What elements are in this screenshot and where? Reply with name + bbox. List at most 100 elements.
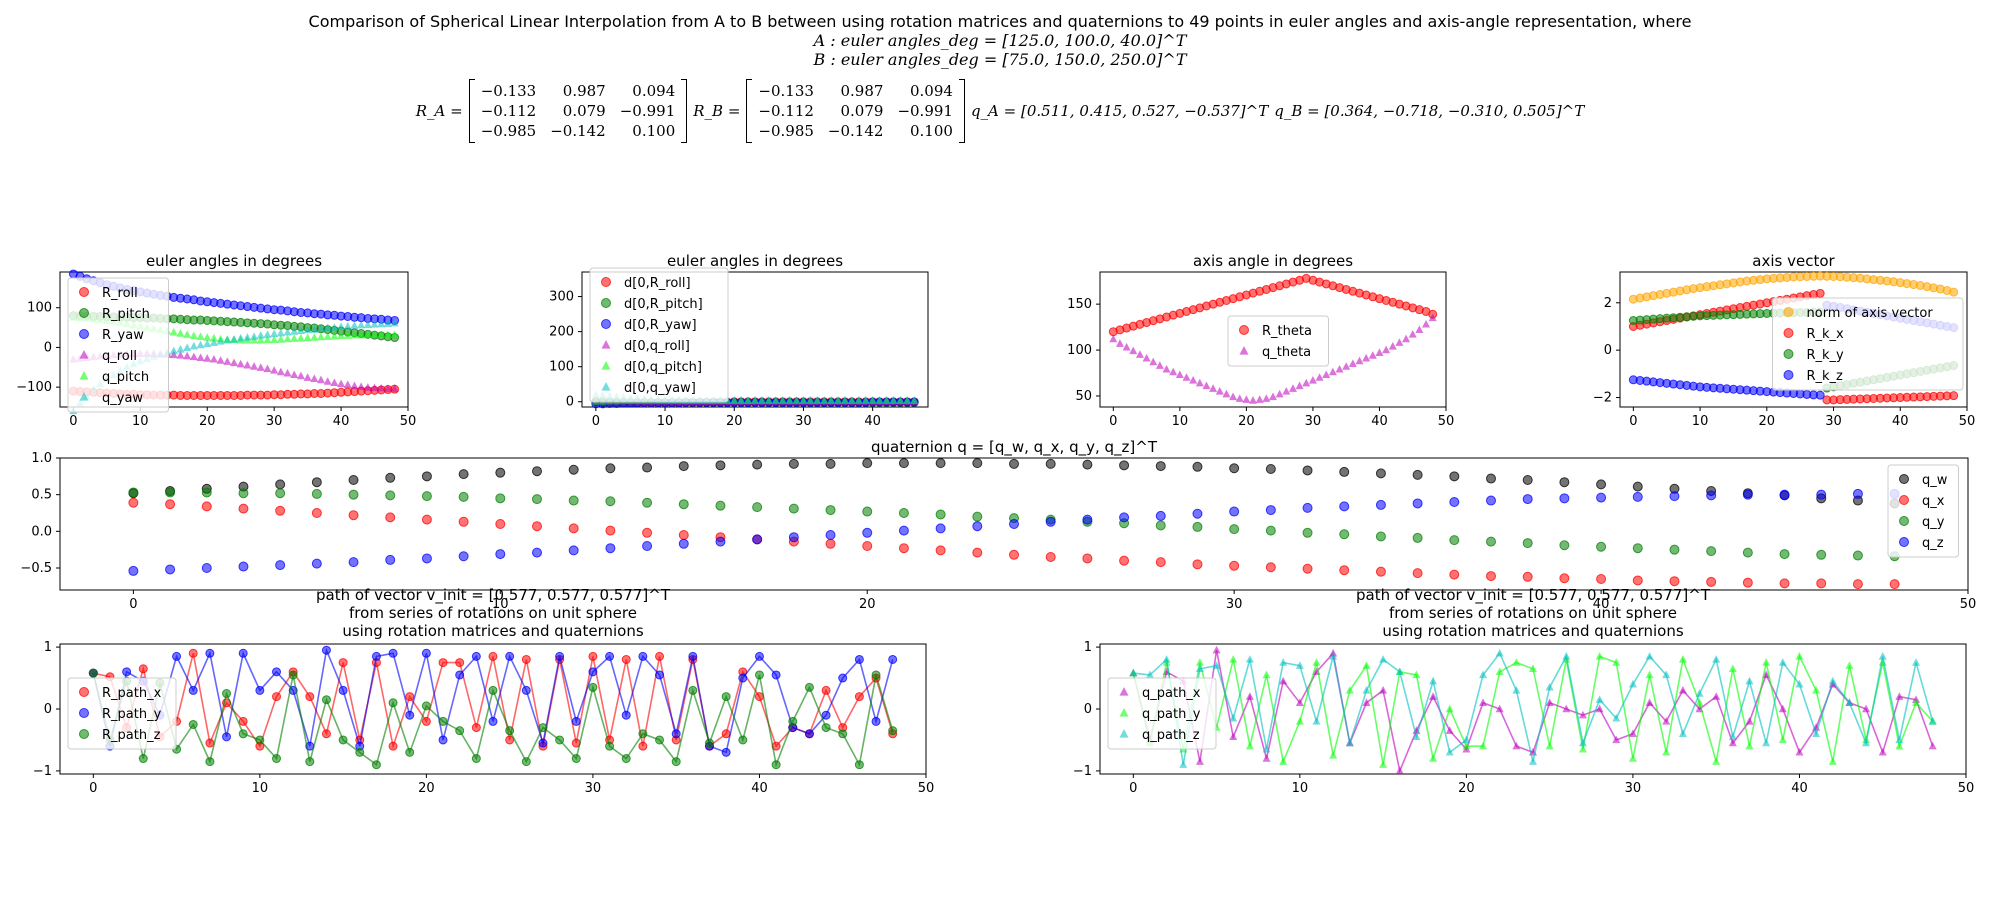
data-point bbox=[935, 458, 946, 469]
matrix-cell: −0.142 bbox=[550, 122, 606, 140]
data-point bbox=[882, 396, 891, 404]
data-point bbox=[1596, 574, 1607, 584]
data-point bbox=[1195, 658, 1204, 666]
chart-title: using rotation matrices and quaternions bbox=[1382, 622, 1684, 640]
data-point bbox=[1402, 334, 1411, 343]
data-point bbox=[1212, 645, 1221, 654]
x-tick-label: 0 bbox=[69, 414, 77, 429]
data-point bbox=[1269, 392, 1277, 401]
legend-marker bbox=[601, 361, 611, 370]
x-tick-label: 50 bbox=[1438, 414, 1455, 429]
y-tick-label: 0 bbox=[44, 702, 52, 717]
data-point bbox=[1245, 741, 1254, 750]
data-point bbox=[1422, 319, 1431, 328]
data-point bbox=[305, 692, 315, 702]
data-point bbox=[363, 320, 372, 329]
data-point bbox=[1265, 464, 1276, 474]
data-point bbox=[363, 383, 372, 391]
data-point bbox=[605, 543, 616, 554]
data-point bbox=[1202, 381, 1211, 390]
y-tick-label: −0.5 bbox=[20, 561, 52, 576]
data-point bbox=[752, 502, 763, 513]
data-point bbox=[388, 741, 398, 751]
data-point bbox=[1262, 744, 1271, 753]
data-point bbox=[1745, 741, 1754, 750]
data-point bbox=[715, 460, 726, 471]
data-point bbox=[455, 726, 465, 736]
legend-box bbox=[67, 277, 169, 413]
data-point bbox=[896, 396, 905, 404]
data-point bbox=[788, 716, 798, 726]
y-tick-label: 1.0 bbox=[31, 451, 52, 466]
x-tick-label: 40 bbox=[333, 414, 350, 429]
data-point bbox=[455, 670, 465, 680]
data-point bbox=[820, 396, 829, 404]
data-point bbox=[317, 375, 325, 384]
data-point bbox=[821, 685, 831, 695]
data-point bbox=[715, 536, 726, 547]
data-point bbox=[505, 735, 515, 745]
x-tick-label: 20 bbox=[418, 781, 435, 796]
data-point bbox=[1262, 394, 1271, 402]
data-point bbox=[216, 356, 225, 364]
data-point bbox=[1339, 529, 1350, 540]
data-point bbox=[655, 670, 665, 680]
data-point bbox=[792, 396, 801, 404]
data-point bbox=[203, 354, 212, 362]
data-point bbox=[189, 352, 198, 361]
data-point bbox=[1778, 658, 1787, 666]
data-point bbox=[488, 685, 498, 695]
data-point bbox=[751, 396, 759, 404]
data-point bbox=[321, 729, 331, 739]
data-point bbox=[862, 541, 873, 551]
data-point bbox=[458, 491, 469, 502]
data-point bbox=[255, 735, 265, 745]
euler-a-line: A : euler angles_deg = [125.0, 100.0, 40… bbox=[813, 31, 1187, 50]
data-point bbox=[1529, 757, 1537, 765]
x-tick-label: 0 bbox=[1129, 781, 1137, 796]
data-point bbox=[385, 490, 396, 501]
data-point bbox=[458, 551, 469, 562]
data-point bbox=[568, 545, 579, 556]
data-point bbox=[1155, 510, 1166, 521]
chart-c1: 0 10 20 30 40 50 −100 0 100 euler angles in degre… bbox=[16, 252, 416, 429]
data-point bbox=[1522, 475, 1533, 485]
data-point bbox=[205, 738, 215, 748]
data-point bbox=[1812, 686, 1821, 694]
data-point bbox=[296, 371, 305, 380]
data-point bbox=[189, 341, 198, 350]
data-point bbox=[1745, 716, 1754, 725]
data-point bbox=[1645, 651, 1654, 660]
data-point bbox=[821, 723, 831, 733]
data-point bbox=[1522, 538, 1533, 549]
data-point bbox=[256, 331, 265, 339]
data-point bbox=[421, 553, 432, 564]
data-point bbox=[1862, 738, 1871, 747]
data-point bbox=[1669, 576, 1680, 587]
data-point bbox=[296, 326, 305, 334]
data-point bbox=[1375, 348, 1384, 357]
data-point bbox=[854, 396, 863, 404]
data-point bbox=[1429, 754, 1438, 762]
data-point bbox=[972, 511, 983, 522]
data-point bbox=[1265, 562, 1276, 573]
data-point bbox=[1845, 661, 1854, 669]
data-point bbox=[1815, 390, 1825, 400]
x-tick-label: 50 bbox=[1958, 781, 1975, 796]
data-point bbox=[642, 462, 653, 473]
data-point bbox=[275, 488, 286, 499]
data-point bbox=[272, 667, 281, 677]
data-point bbox=[236, 359, 245, 368]
data-point bbox=[330, 378, 339, 386]
series-q-w bbox=[128, 458, 1900, 509]
x-tick-label: 20 bbox=[1238, 414, 1255, 429]
data-point bbox=[1339, 501, 1350, 512]
data-point bbox=[205, 648, 215, 658]
data-point bbox=[1449, 569, 1460, 580]
y-tick-label: 50 bbox=[1075, 389, 1092, 404]
data-point bbox=[1522, 494, 1533, 505]
data-point bbox=[752, 534, 763, 545]
data-point bbox=[183, 351, 192, 360]
data-point bbox=[862, 506, 873, 517]
data-point bbox=[678, 538, 689, 549]
